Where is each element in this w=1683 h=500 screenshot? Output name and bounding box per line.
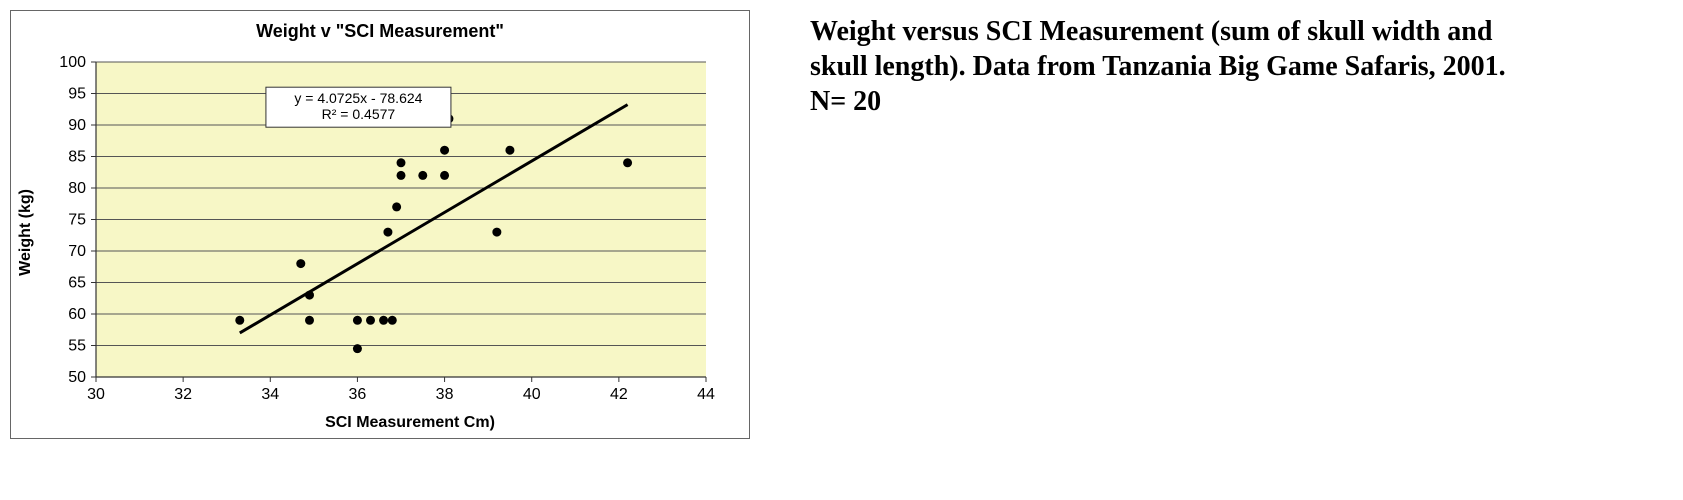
svg-text:32: 32 [174,386,192,403]
caption-line-3: N= 20 [810,86,881,117]
svg-text:90: 90 [68,117,86,134]
y-axis-label: Weight (kg) [17,189,35,276]
figure-caption: Weight versus SCI Measurement (sum of sk… [810,14,1506,119]
caption-line-1: Weight versus SCI Measurement (sum of sk… [810,16,1492,47]
svg-text:y = 4.0725x - 78.624: y = 4.0725x - 78.624 [294,90,422,106]
svg-text:95: 95 [68,86,86,103]
svg-text:55: 55 [68,338,86,355]
x-axis-label: SCI Measurement Cm) [77,414,743,432]
svg-text:100: 100 [59,54,86,71]
svg-text:75: 75 [68,212,86,229]
svg-text:70: 70 [68,243,86,260]
svg-text:65: 65 [68,275,86,292]
svg-text:44: 44 [697,386,715,403]
svg-text:60: 60 [68,306,86,323]
svg-text:40: 40 [523,386,541,403]
svg-text:34: 34 [261,386,279,403]
svg-text:30: 30 [87,386,105,403]
svg-text:R² = 0.4577: R² = 0.4577 [322,106,396,122]
svg-text:85: 85 [68,149,86,166]
svg-text:50: 50 [68,369,86,386]
svg-text:38: 38 [436,386,454,403]
svg-text:36: 36 [349,386,367,403]
svg-text:42: 42 [610,386,628,403]
caption-line-2: skull length). Data from Tanzania Big Ga… [810,51,1506,82]
scatter-plot: 50 55 60 65 70 75 80 85 90 95 100 30 32 34 36 38 40 42 44 y… [41,52,721,412]
chart-container: Weight v "SCI Measurement" Weight (kg) 5… [10,10,750,439]
svg-text:80: 80 [68,180,86,197]
chart-title: Weight v "SCI Measurement" [17,21,743,42]
